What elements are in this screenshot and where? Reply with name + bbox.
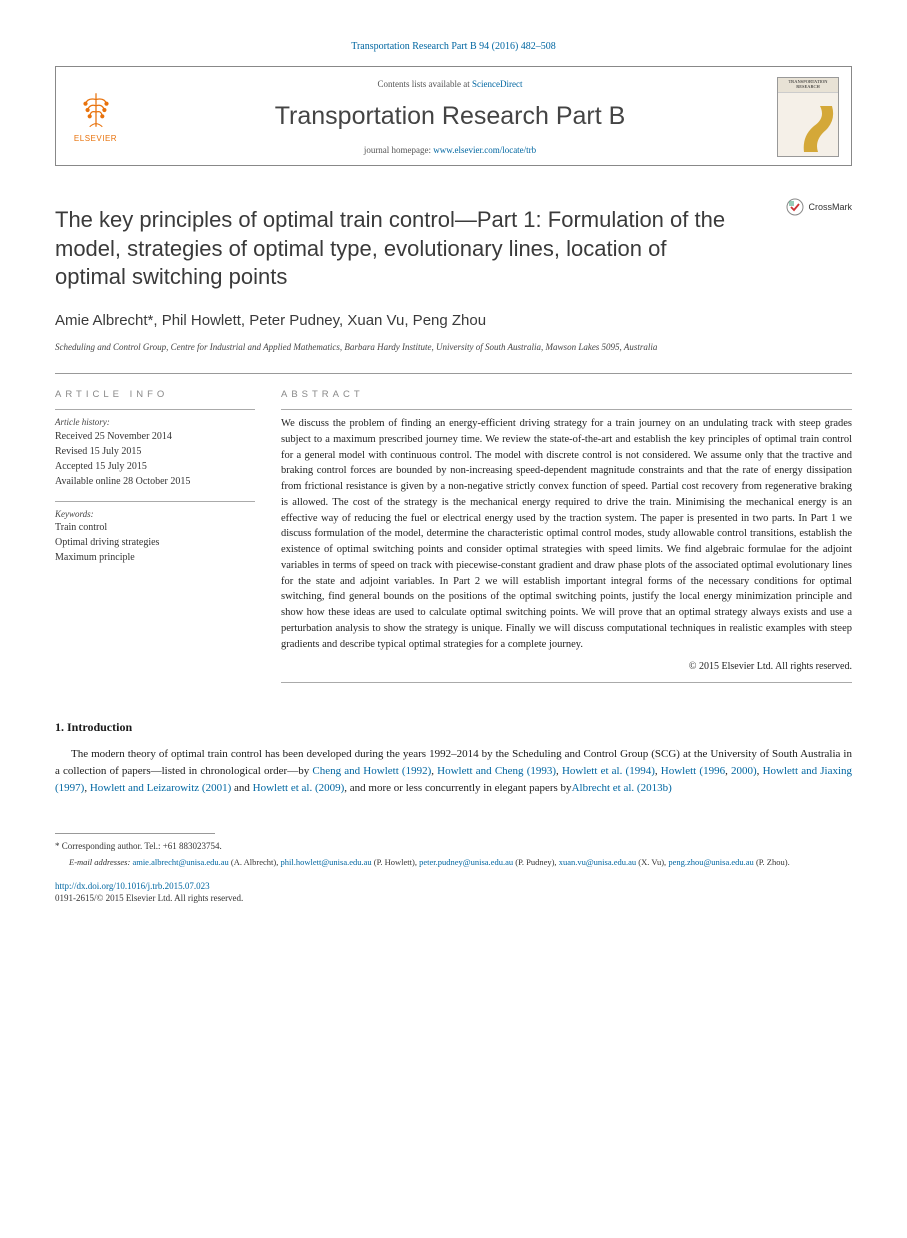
email-name: (P. Howlett),: [372, 857, 419, 867]
intro-heading: 1. Introduction: [55, 719, 852, 736]
crossmark-badge[interactable]: CrossMark: [786, 198, 852, 216]
history-item: Received 25 November 2014: [55, 429, 255, 444]
email-link[interactable]: peter.pudney@unisa.edu.au: [419, 857, 513, 867]
info-abstract-row: ARTICLE INFO Article history: Received 2…: [55, 388, 852, 690]
email-label: E-mail addresses:: [69, 857, 130, 867]
article-info-col: ARTICLE INFO Article history: Received 2…: [55, 388, 255, 690]
top-citation: Transportation Research Part B 94 (2016)…: [55, 40, 852, 54]
reference-link[interactable]: Howlett et al. (2009): [253, 782, 345, 794]
keyword-item: Maximum principle: [55, 550, 255, 565]
reference-link[interactable]: 2000): [731, 765, 757, 777]
homepage-line: journal homepage: www.elsevier.com/locat…: [137, 144, 763, 157]
abstract-end-divider: [281, 682, 852, 683]
email-name: (X. Vu),: [636, 857, 668, 867]
info-divider: [55, 409, 255, 410]
intro-paragraph: The modern theory of optimal train contr…: [55, 746, 852, 797]
reference-link[interactable]: Howlett and Cheng (1993): [437, 765, 556, 777]
abstract-col: ABSTRACT We discuss the problem of findi…: [281, 388, 852, 690]
abstract-text: We discuss the problem of finding an ene…: [281, 416, 852, 652]
elsevier-logo: ELSEVIER: [68, 86, 123, 148]
contents-text: Contents lists available at: [378, 79, 472, 89]
reference-link[interactable]: Howlett et al. (1994): [562, 765, 655, 777]
history-label: Article history:: [55, 416, 255, 429]
header-center: Contents lists available at ScienceDirec…: [137, 78, 763, 156]
sciencedirect-link[interactable]: ScienceDirect: [472, 79, 522, 89]
cover-road-icon: [798, 106, 834, 152]
keywords-label: Keywords:: [55, 508, 255, 521]
abstract-label: ABSTRACT: [281, 388, 852, 401]
abstract-copyright: © 2015 Elsevier Ltd. All rights reserved…: [281, 660, 852, 674]
abstract-divider: [281, 409, 852, 410]
info-divider: [55, 501, 255, 502]
journal-name: Transportation Research Part B: [137, 99, 763, 134]
email-link[interactable]: phil.howlett@unisa.edu.au: [280, 857, 371, 867]
cover-thumb-title: TRANSPORTATION RESEARCH: [778, 78, 838, 93]
journal-header: ELSEVIER Contents lists available at Sci…: [55, 66, 852, 166]
affiliation: Scheduling and Control Group, Centre for…: [55, 341, 852, 353]
history-item: Accepted 15 July 2015: [55, 459, 255, 474]
contents-line: Contents lists available at ScienceDirec…: [137, 78, 763, 91]
crossmark-icon: [786, 198, 804, 216]
article-title: The key principles of optimal train cont…: [55, 206, 735, 292]
email-name: (A. Albrecht),: [229, 857, 281, 867]
intro-text-part: , and more or less concurrently in elega…: [344, 782, 571, 794]
keyword-item: Optimal driving strategies: [55, 535, 255, 550]
history-item: Revised 15 July 2015: [55, 444, 255, 459]
journal-cover-thumb: TRANSPORTATION RESEARCH: [777, 77, 839, 157]
issn-copyright: 0191-2615/© 2015 Elsevier Ltd. All right…: [55, 892, 852, 905]
homepage-text: journal homepage:: [364, 145, 433, 155]
article-info-label: ARTICLE INFO: [55, 388, 255, 401]
divider: [55, 373, 852, 374]
elsevier-tree-icon: [75, 89, 117, 131]
footer-separator: [55, 833, 215, 834]
email-link[interactable]: xuan.vu@unisa.edu.au: [559, 857, 636, 867]
reference-link[interactable]: Howlett and Leizarowitz (2001): [90, 782, 231, 794]
intro-text-part: and: [231, 782, 252, 794]
authors: Amie Albrecht*, Phil Howlett, Peter Pudn…: [55, 310, 852, 331]
email-link[interactable]: amie.albrecht@unisa.edu.au: [132, 857, 228, 867]
keyword-item: Train control: [55, 520, 255, 535]
email-addresses: E-mail addresses: amie.albrecht@unisa.ed…: [55, 856, 852, 870]
doi-link[interactable]: http://dx.doi.org/10.1016/j.trb.2015.07.…: [55, 880, 852, 893]
email-name: (P. Zhou).: [754, 857, 790, 867]
history-item: Available online 28 October 2015: [55, 474, 255, 489]
corresponding-author: * Corresponding author. Tel.: +61 883023…: [55, 840, 852, 853]
elsevier-text: ELSEVIER: [74, 133, 117, 144]
crossmark-text: CrossMark: [808, 201, 852, 214]
reference-link[interactable]: Cheng and Howlett (1992): [312, 765, 431, 777]
homepage-link[interactable]: www.elsevier.com/locate/trb: [433, 145, 536, 155]
email-name: (P. Pudney),: [513, 857, 559, 867]
email-link[interactable]: peng.zhou@unisa.edu.au: [668, 857, 754, 867]
reference-link[interactable]: Howlett (1996: [661, 765, 725, 777]
reference-link[interactable]: Albrecht et al. (2013b): [572, 782, 672, 794]
